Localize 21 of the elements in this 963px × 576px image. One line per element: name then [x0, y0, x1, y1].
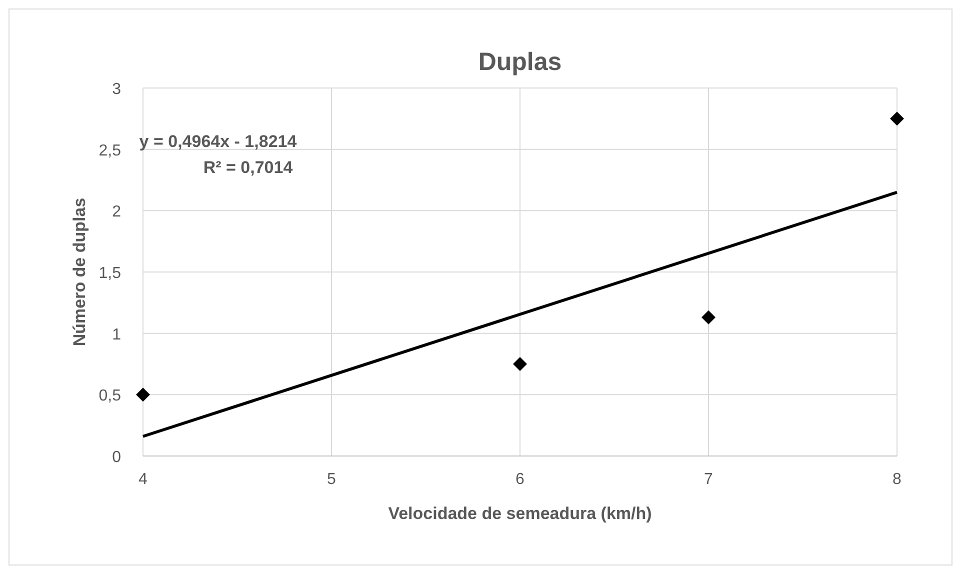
y-tick-label: 1	[112, 326, 122, 344]
x-tick-label: 8	[892, 471, 902, 488]
y-tick-label: 1,5	[98, 265, 122, 282]
annotation: R² = 0,7014	[203, 158, 294, 177]
x-tick-label: 7	[704, 471, 714, 488]
y-axis-title: Número de duplas	[70, 198, 89, 346]
x-tick-label: 6	[516, 471, 525, 488]
y-tick-label: 0,5	[98, 388, 122, 405]
point	[702, 310, 716, 324]
point	[136, 388, 150, 402]
y-tick-label: 2	[112, 204, 122, 221]
point	[890, 112, 904, 126]
y-tick-label: 3	[112, 81, 122, 98]
y-tick-label: 0	[112, 449, 122, 466]
x-tick-label: 5	[327, 471, 336, 488]
y-tick-label: 2,5	[98, 142, 122, 160]
annotation: y = 0,4964x - 1,8214	[139, 132, 298, 151]
chart-title: Duplas	[478, 48, 562, 76]
point	[513, 357, 527, 371]
x-tick-label: 4	[138, 471, 148, 488]
x-axis-title: Velocidade de semeadura (km/h)	[388, 504, 652, 523]
